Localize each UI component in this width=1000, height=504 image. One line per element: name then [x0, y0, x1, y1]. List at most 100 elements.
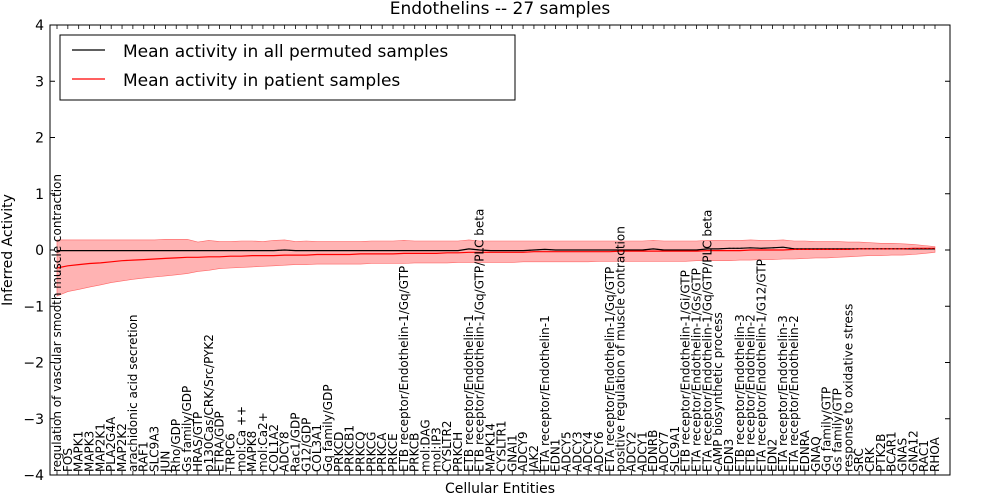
y-axis-label: Inferred Activity [0, 194, 16, 306]
x-tick-label: ETB receptor/Endothelin-1/Gi/GTP [679, 270, 693, 472]
y-tick-label: −2 [23, 356, 44, 372]
x-tick-label: TRPC6 [223, 433, 237, 473]
x-tick-label: ADCY2 [625, 431, 639, 472]
x-tick-label: Rho/GDP [169, 419, 183, 472]
x-tick-label: arachidonic acid secretion [126, 315, 140, 472]
x-tick-label: response to oxidative stress [841, 304, 855, 472]
x-tick-label: ADCY8 [278, 431, 292, 472]
x-tick-label: EDNRB [646, 430, 660, 472]
x-tick-label: Rac1/GDP [289, 413, 303, 472]
x-tick-label: EDN2 [765, 439, 779, 472]
x-tick-label: mol:DAG [419, 419, 433, 472]
x-tick-label: ETA receptor/Endothelin-1/G12/GTP [755, 259, 769, 472]
chart-title: Endothelins -- 27 samples [390, 0, 611, 19]
series-line-permuted-dotted [57, 246, 935, 252]
x-tick-label: cAMP biosynthetic process [711, 312, 725, 472]
legend-label-permuted: Mean activity in all permuted samples [123, 42, 448, 62]
x-tick-label: PRKCH [451, 432, 465, 472]
x-tick-label: GNAI1 [505, 434, 519, 472]
x-tick-label: ADCY7 [657, 431, 671, 472]
x-tick-label: G12/GDP [299, 418, 313, 472]
legend: Mean activity in all permuted samples Me… [59, 34, 516, 101]
x-tick-label: MAP2K1 [93, 423, 107, 472]
x-tick-label: Gs family/GTP [830, 388, 844, 472]
x-tick-label: ETA receptor/Endothelin-1 [538, 315, 552, 472]
y-tick-label: 1 [35, 187, 44, 203]
x-tick-label: SRC [852, 448, 866, 472]
x-tick-label: EDN1 [549, 439, 563, 472]
x-tick-label: ETB receptor/Endothelin-1 [462, 314, 476, 472]
x-tick-label: PRKCA [375, 432, 389, 472]
x-tick-label: ETA receptor/Endothelin-2 [787, 315, 801, 472]
x-tick-label: GNAQ [809, 436, 823, 472]
x-tick-label: PRKCQ [354, 431, 368, 472]
x-tick-label: SLC9A1 [668, 426, 682, 472]
y-tick-label: 0 [35, 243, 44, 259]
x-tick-label: ADCY3 [570, 431, 584, 472]
series-line-patient [56, 247, 935, 269]
x-tick-labels: regulation of vascular smooth muscle con… [50, 174, 942, 473]
x-tick-label: regulation of vascular smooth muscle con… [50, 174, 64, 472]
y-tick-label: −1 [23, 299, 44, 315]
x-tick-label: ETA receptor/Endothelin-1/Gq/GTP [603, 267, 617, 472]
x-tick-label: EDNRA [798, 429, 812, 472]
x-tick-label: GNAS [896, 438, 910, 472]
x-tick-label: ETA receptor/Endothelin-3 [776, 315, 790, 472]
x-tick-label: FOS [61, 448, 75, 472]
y-tick-label: 2 [35, 131, 44, 147]
confidence-band [56, 239, 936, 297]
x-tick-label: EDN3 [722, 439, 736, 472]
x-tick-label: MAP2K2 [115, 423, 129, 472]
x-tick-label: Gs family/GDP [180, 386, 194, 472]
x-tick-label: ETB receptor/Endothelin-2 [744, 314, 758, 472]
x-tick-label: MAPK8 [245, 431, 259, 472]
x-tick-label: BCAR1 [885, 431, 899, 472]
x-tick-label: MAPK1 [72, 431, 86, 472]
x-tick-label: PRKCB1 [343, 425, 357, 472]
x-tick-label: mol:IP3 [429, 427, 443, 472]
x-tick-label: PLA2G4A [104, 416, 118, 472]
x-tick-label: ADCY4 [581, 431, 595, 472]
x-tick-label: PRKCD [332, 432, 346, 472]
x-tick-label: COL1A2 [267, 424, 281, 472]
x-tick-label: ADCY9 [516, 431, 530, 472]
x-tick-label: GNA12 [906, 430, 920, 472]
x-tick-label: HRAS/GTP [191, 412, 205, 472]
x-tick-label: PRKCG [364, 432, 378, 472]
x-tick-label: ETB receptor/Endothelin-1/Gq/GTP [397, 266, 411, 472]
x-tick-label: RAF1 [137, 441, 151, 472]
y-tick-label: 4 [35, 18, 44, 34]
x-tick-label: ADCY5 [560, 431, 574, 472]
y-tick-label: 3 [35, 74, 44, 90]
x-tick-label: CYSLTR2 [440, 421, 454, 472]
x-tick-label: COL3A1 [310, 424, 324, 472]
x-tick-label: ADCY6 [592, 431, 606, 472]
x-tick-label: MAPK3 [83, 431, 97, 472]
x-tick-label: ETB receptor/Endothelin-3 [733, 314, 747, 472]
x-tick-label: positive regulation of muscle contractio… [614, 226, 628, 472]
x-tick-label: ETB receptor/Endothelin-1/Gq/GTP/PLC bet… [473, 209, 487, 472]
x-tick-label: RAC1 [917, 440, 931, 472]
x-tick-label: CRK [863, 446, 877, 472]
y-tick-label: −3 [23, 412, 44, 428]
x-tick-label: Gq family/GDP [321, 384, 335, 472]
plot-area [56, 239, 936, 297]
x-tick-label: p130Cas/CRK/Src/PYK2 [202, 334, 216, 472]
x-tick-label: ETRA/GDP [213, 411, 227, 472]
legend-frame [59, 34, 516, 101]
x-tick-label: JAK2 [527, 445, 541, 473]
x-tick-label: Gq family/GTP [820, 387, 834, 472]
x-tick-label: MAPK14 [484, 423, 498, 472]
x-tick-label: ETA receptor/Endothelin-1/Gs/GTP [690, 268, 704, 472]
x-tick-label: mol:Ca ++ [234, 406, 248, 472]
x-tick-label: ADCY1 [635, 431, 649, 472]
x-axis-label: Cellular Entities [445, 481, 555, 497]
x-tick-label: ETA receptor/Endothelin-1/Gq/GTP/PLC bet… [700, 210, 714, 472]
x-tick-label: PTK2B [874, 434, 888, 472]
x-tick-label: PRKCE [386, 433, 400, 472]
x-tick-label: PRKCB [408, 433, 422, 472]
x-tick-label: JUN [158, 451, 172, 473]
x-tick-label: mol:Ca2+ [256, 412, 270, 472]
